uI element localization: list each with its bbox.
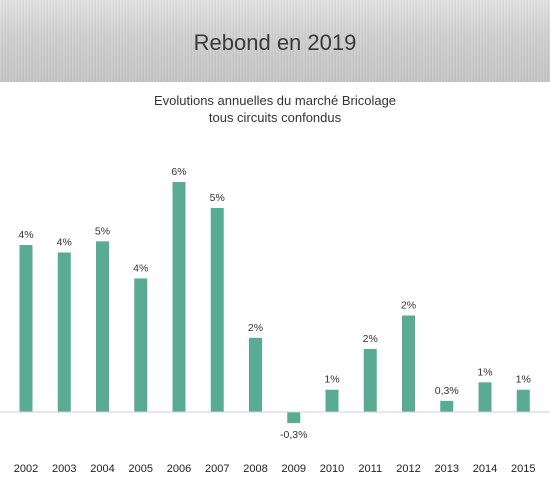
x-tick-label: 2007 [205, 463, 229, 475]
bars-group [19, 181, 530, 424]
x-tick-label: 2008 [243, 463, 267, 475]
data-label: 2% [248, 322, 263, 334]
bar [402, 315, 415, 412]
chart-subtitle: tous circuits confondus [208, 110, 342, 125]
x-tick-labels-group: 2002 2003 2004 2005 2006 2007 2008 2009 2010 2011… [14, 463, 536, 475]
x-tick-label: 2005 [129, 463, 153, 475]
x-tick-label: 2012 [396, 463, 420, 475]
data-labels-group: 4% 4% 5% 4% 6% 5% 2% -0,3% 1% 2% 2% 0,3% 1% 1% [18, 166, 530, 441]
chart-title-block: Evolutions annuelles du marché Bricolage… [0, 92, 550, 126]
data-label: 1% [324, 374, 339, 386]
data-label: 4% [133, 262, 148, 274]
x-tick-label: 2014 [473, 463, 497, 475]
bar [57, 252, 71, 412]
x-tick-label: 2010 [320, 463, 344, 475]
data-label: 1% [477, 366, 492, 378]
data-label: 4% [57, 236, 72, 248]
bar [325, 389, 339, 412]
x-tick-label: 2006 [167, 463, 191, 475]
data-label: 4% [18, 229, 33, 241]
bar [96, 241, 109, 412]
x-tick-label: 2011 [358, 463, 382, 475]
data-label: 5% [95, 225, 110, 237]
bar [363, 348, 377, 412]
bar [19, 245, 33, 412]
x-tick-label: 2003 [52, 463, 76, 475]
data-label: 6% [171, 166, 186, 178]
bar [210, 207, 224, 412]
data-label: 2% [363, 333, 378, 345]
x-tick-label: 2013 [435, 463, 459, 475]
bar [478, 382, 492, 412]
data-label: 1% [516, 374, 531, 386]
chart-title: Evolutions annuelles du marché Bricolage [153, 93, 397, 108]
header-banner: Rebond en 2019 [0, 0, 550, 82]
data-label: 5% [210, 192, 225, 204]
bar [287, 412, 301, 424]
x-tick-label: 2015 [511, 463, 535, 475]
x-tick-label: 2009 [282, 463, 306, 475]
bar [134, 278, 148, 412]
page-title: Rebond en 2019 [193, 30, 357, 55]
bar [249, 337, 262, 412]
x-tick-label: 2004 [90, 463, 114, 475]
bar [516, 389, 530, 412]
data-label: 2% [401, 300, 416, 312]
bar [172, 181, 186, 412]
x-tick-label: 2002 [14, 463, 38, 475]
data-label: 0,3% [435, 385, 459, 397]
data-label: -0,3% [280, 429, 307, 441]
bar [440, 400, 454, 412]
